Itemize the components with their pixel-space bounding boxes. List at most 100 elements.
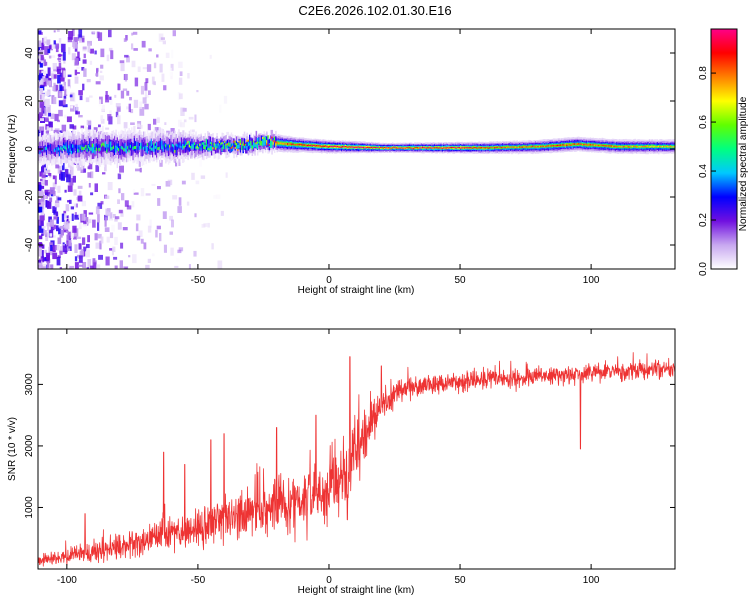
spectrogram-cell [156,54,159,58]
spectrogram-cell [456,147,458,149]
spectrogram-cell [112,145,115,149]
spectrogram-cell [102,172,106,175]
spectrogram-cell [125,35,128,41]
x-tick-label: 50 [454,275,466,286]
spectrogram-cell [654,145,656,148]
spectrogram-cell [94,50,97,55]
spectrogram-cell [673,146,675,148]
spectrogram-cell [59,72,63,77]
spectrogram-cell [157,147,159,151]
spectrogram-cell [75,167,78,170]
spectrogram-cell [161,146,163,150]
spectrogram-cell [167,145,170,157]
spectrogram-cell [67,74,72,77]
spectrogram-cell [170,128,175,134]
spectrogram-cell [142,97,147,104]
spectrogram-cell [75,103,78,111]
spectrogram-cell [149,143,151,155]
spectrogram-cell [190,142,192,148]
spectrogram-cell [440,147,442,149]
spectrogram-cell [389,147,391,149]
spectrogram-cell [94,146,96,151]
spectrogram-cell [47,226,50,232]
spectrogram-cell [82,223,87,228]
spectrogram-cell [41,250,44,258]
spectrogram-cell [177,206,182,213]
y-tick-label: 20 [24,95,35,107]
spectrogram-cell [217,260,223,269]
spectrogram-cell [549,145,551,147]
spectrogram-cell [52,144,54,148]
spectrogram-cell [246,141,248,149]
spectrogram-cell [109,248,113,251]
spectrogram-cell [200,143,202,149]
spectrogram-cell [106,54,110,62]
spectrogram-cell [82,46,87,50]
spectrogram-cell [359,146,361,149]
spectrogram-cell [100,147,103,155]
spectrogram-cell [554,145,556,147]
spectrogram-cell [52,224,57,230]
spectrogram-cell [117,115,121,125]
spectrogram-cell [378,147,381,149]
spectrogram-cell [90,265,94,269]
spectrogram-cell [583,143,585,146]
spectrogram-cell [99,75,104,81]
spectrogram-cell [659,146,661,148]
spectrogram-cell [133,138,136,150]
spectrogram-cell [133,192,139,195]
spectrogram-cell [604,145,606,147]
spectrogram-cell [162,211,167,219]
spectrogram-cell [117,199,120,204]
spectrogram-cell [64,145,66,149]
spectrogram-cell [543,146,546,148]
spectrogram-cell [639,146,642,148]
spectrogram-cell [343,146,345,148]
spectrogram-cell [245,144,247,149]
spectrogram-cell [137,66,141,72]
spectrogram-cell [225,172,228,178]
spectrogram-cell [72,202,77,211]
spectrogram-cell [108,47,113,52]
spectrogram-cell [69,166,74,175]
spectrogram-cell [163,143,166,147]
spectrogram-cell [49,219,54,227]
spectrogram-cell [57,255,61,259]
spectrogram-cell [41,197,45,206]
spectrogram-cell [85,145,87,149]
spectrogram-cell [293,144,296,146]
spectrogram-cell [61,124,67,133]
spectrogram-cell [109,98,113,105]
spectrogram-cell [48,55,52,59]
spectrogram-cell [81,38,85,43]
spectrogram-cell [108,29,112,38]
spectrogram-cell [49,144,52,148]
spectrogram-cell [95,242,101,249]
spectrogram-cell [663,145,665,148]
snr-panel: -100 -50 0 50 100 1000 2000 3000 Height of str… [7,328,676,596]
spectrogram-cell [494,147,496,149]
spectrogram-cell [393,146,395,148]
spectrogram-cell [165,144,167,148]
snr-x-label: Height of straight line (km) [298,585,415,596]
spectrogram-cell [70,143,73,151]
spectrogram-cell [68,145,70,149]
spectrogram-cell [58,38,62,43]
spectrogram-cell [77,149,79,153]
spectrogram-cell [249,144,251,149]
spectrogram-cell [90,192,94,196]
spectrogram-cell [357,146,360,148]
spectrogram-cell [114,148,116,155]
spectrogram-cell [614,145,617,147]
spectrogram-cell [136,214,141,221]
spectrogram-cell [70,150,73,155]
spectrogram-cell [70,230,74,239]
spectrogram-cell [53,149,56,156]
spectrogram-cell [45,252,50,260]
spectrogram-cell [606,145,609,147]
spectrogram-cell [42,183,46,187]
spectrogram-cell [458,147,461,149]
spectrogram-cell [50,55,56,58]
spectrogram-cell [217,143,220,146]
spectrogram-cell [414,147,416,149]
